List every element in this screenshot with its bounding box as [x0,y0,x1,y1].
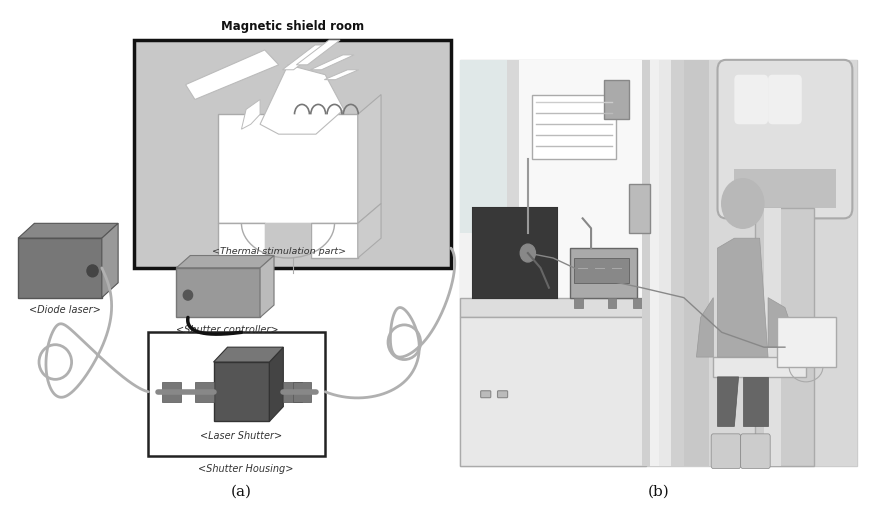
Polygon shape [296,40,339,65]
FancyBboxPatch shape [265,223,310,258]
Polygon shape [213,347,283,362]
Circle shape [721,179,763,228]
Text: <Shutter Housing>: <Shutter Housing> [198,463,294,474]
Circle shape [183,290,192,300]
FancyBboxPatch shape [574,258,628,283]
Polygon shape [358,94,381,223]
FancyBboxPatch shape [510,243,527,258]
FancyBboxPatch shape [607,298,616,308]
FancyBboxPatch shape [754,208,814,466]
Polygon shape [185,50,278,100]
FancyBboxPatch shape [574,298,582,308]
FancyBboxPatch shape [218,223,265,258]
FancyBboxPatch shape [733,169,835,208]
FancyBboxPatch shape [162,382,181,401]
FancyBboxPatch shape [683,60,856,466]
Polygon shape [102,223,118,298]
FancyBboxPatch shape [763,208,780,466]
FancyBboxPatch shape [531,94,616,159]
FancyBboxPatch shape [710,434,740,469]
Text: <Thermal stimulation part>: <Thermal stimulation part> [211,247,346,255]
FancyBboxPatch shape [134,40,451,268]
Polygon shape [324,70,359,79]
FancyBboxPatch shape [310,223,358,258]
FancyBboxPatch shape [740,434,769,469]
FancyBboxPatch shape [473,208,557,298]
Polygon shape [241,100,260,129]
FancyBboxPatch shape [628,184,649,233]
FancyBboxPatch shape [649,60,658,466]
Polygon shape [742,377,767,426]
Polygon shape [358,203,381,258]
FancyBboxPatch shape [460,298,645,317]
FancyBboxPatch shape [473,208,557,298]
Text: <Laser Shutter>: <Laser Shutter> [200,431,282,441]
FancyBboxPatch shape [632,298,641,308]
FancyBboxPatch shape [658,60,670,466]
Polygon shape [269,347,283,422]
FancyBboxPatch shape [460,60,856,466]
Text: Magnetic shield room: Magnetic shield room [221,20,364,33]
Polygon shape [18,223,118,238]
FancyBboxPatch shape [497,391,507,398]
FancyBboxPatch shape [775,317,835,367]
Polygon shape [176,255,274,268]
Text: <Diode laser>: <Diode laser> [29,305,100,315]
FancyBboxPatch shape [218,115,358,223]
FancyBboxPatch shape [460,60,523,233]
FancyBboxPatch shape [480,391,490,398]
FancyBboxPatch shape [176,268,260,317]
FancyBboxPatch shape [283,382,302,401]
FancyBboxPatch shape [292,382,310,401]
FancyBboxPatch shape [712,357,805,377]
FancyBboxPatch shape [18,238,102,298]
Polygon shape [260,255,274,317]
FancyBboxPatch shape [569,248,637,298]
FancyBboxPatch shape [195,382,213,401]
Text: (a): (a) [231,484,252,498]
FancyBboxPatch shape [213,362,269,422]
FancyBboxPatch shape [506,60,519,466]
Polygon shape [767,298,793,347]
Polygon shape [260,65,344,134]
FancyBboxPatch shape [709,60,856,466]
FancyBboxPatch shape [641,60,683,466]
FancyBboxPatch shape [460,60,658,466]
FancyBboxPatch shape [148,332,324,456]
FancyBboxPatch shape [460,317,645,466]
Circle shape [520,244,535,262]
FancyBboxPatch shape [603,79,628,119]
Polygon shape [310,55,353,70]
FancyBboxPatch shape [733,75,767,124]
Text: (b): (b) [647,484,668,498]
FancyBboxPatch shape [717,60,852,218]
Circle shape [87,265,98,277]
Text: <Shutter controller>: <Shutter controller> [176,325,278,335]
Polygon shape [717,377,738,426]
FancyBboxPatch shape [510,60,645,407]
Polygon shape [695,298,712,357]
Polygon shape [717,238,767,357]
Polygon shape [282,45,325,70]
FancyBboxPatch shape [767,75,801,124]
